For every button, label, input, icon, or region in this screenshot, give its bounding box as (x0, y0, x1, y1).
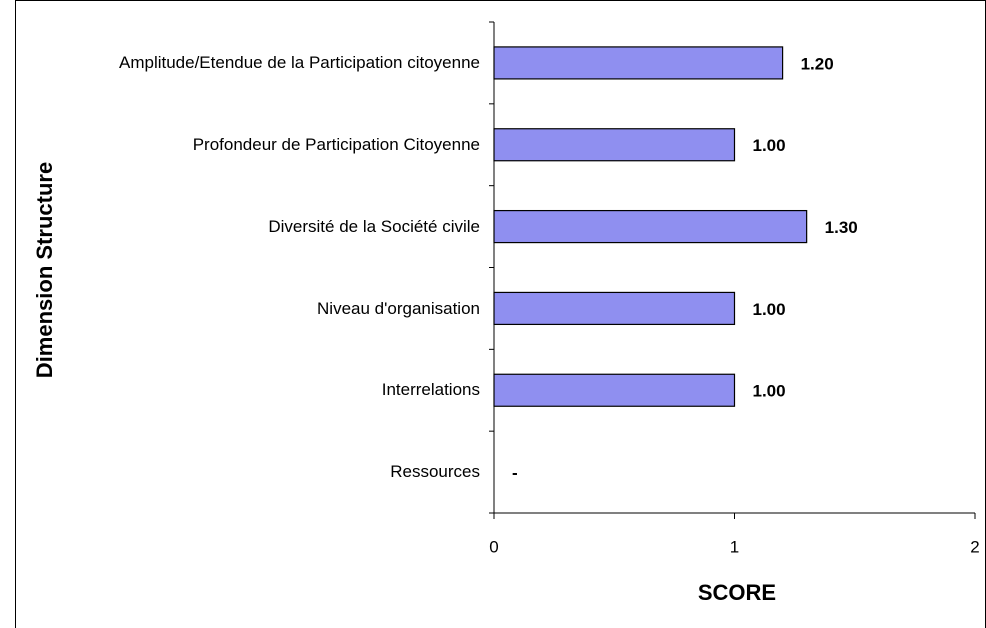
value-label: 1.00 (753, 300, 786, 319)
category-label-wrap: Interrelations (60, 349, 480, 431)
x-tick-label: 1 (730, 537, 739, 556)
category-label: Ressources (390, 462, 480, 482)
value-label: 1.00 (753, 136, 786, 155)
category-label-wrap: Profondeur de Participation Citoyenne (60, 104, 480, 186)
category-label-box: Niveau d'organisation (60, 268, 480, 350)
category-label-wrap: Diversité de la Société civile (60, 186, 480, 268)
value-label: 1.30 (825, 218, 858, 237)
category-label-box: Profondeur de Participation Citoyenne (60, 104, 480, 186)
category-label-wrap: Niveau d'organisation (60, 268, 480, 350)
bar (493, 291, 736, 326)
category-label: Interrelations (381, 380, 480, 400)
category-label-wrap: Amplitude/Etendue de la Participation ci… (60, 22, 480, 104)
y-axis-title: Dimension Structure (32, 162, 57, 378)
category-label: Diversité de la Société civile (268, 216, 480, 236)
bar (493, 128, 736, 162)
bar (493, 209, 808, 244)
value-label: 1.20 (801, 54, 834, 73)
x-axis-title: SCORE (698, 580, 776, 605)
x-tick-label: 0 (489, 537, 498, 556)
category-label-box: Diversité de la Société civile (60, 186, 480, 268)
category-label: Profondeur de Participation Citoyenne (192, 134, 480, 154)
category-label: Niveau d'organisation (317, 298, 480, 318)
category-label: Amplitude/Etendue de la Participation ci… (118, 53, 480, 73)
category-label-box: Interrelations (60, 349, 480, 431)
category-label-box: Amplitude/Etendue de la Participation ci… (60, 22, 480, 104)
bar (493, 46, 784, 80)
value-label: 1.00 (753, 382, 786, 401)
category-label-box: Ressources (60, 431, 480, 513)
x-tick-label: 2 (970, 537, 979, 556)
value-label: - (512, 464, 518, 483)
category-label-wrap: Ressources (60, 431, 480, 513)
bar (493, 373, 736, 407)
